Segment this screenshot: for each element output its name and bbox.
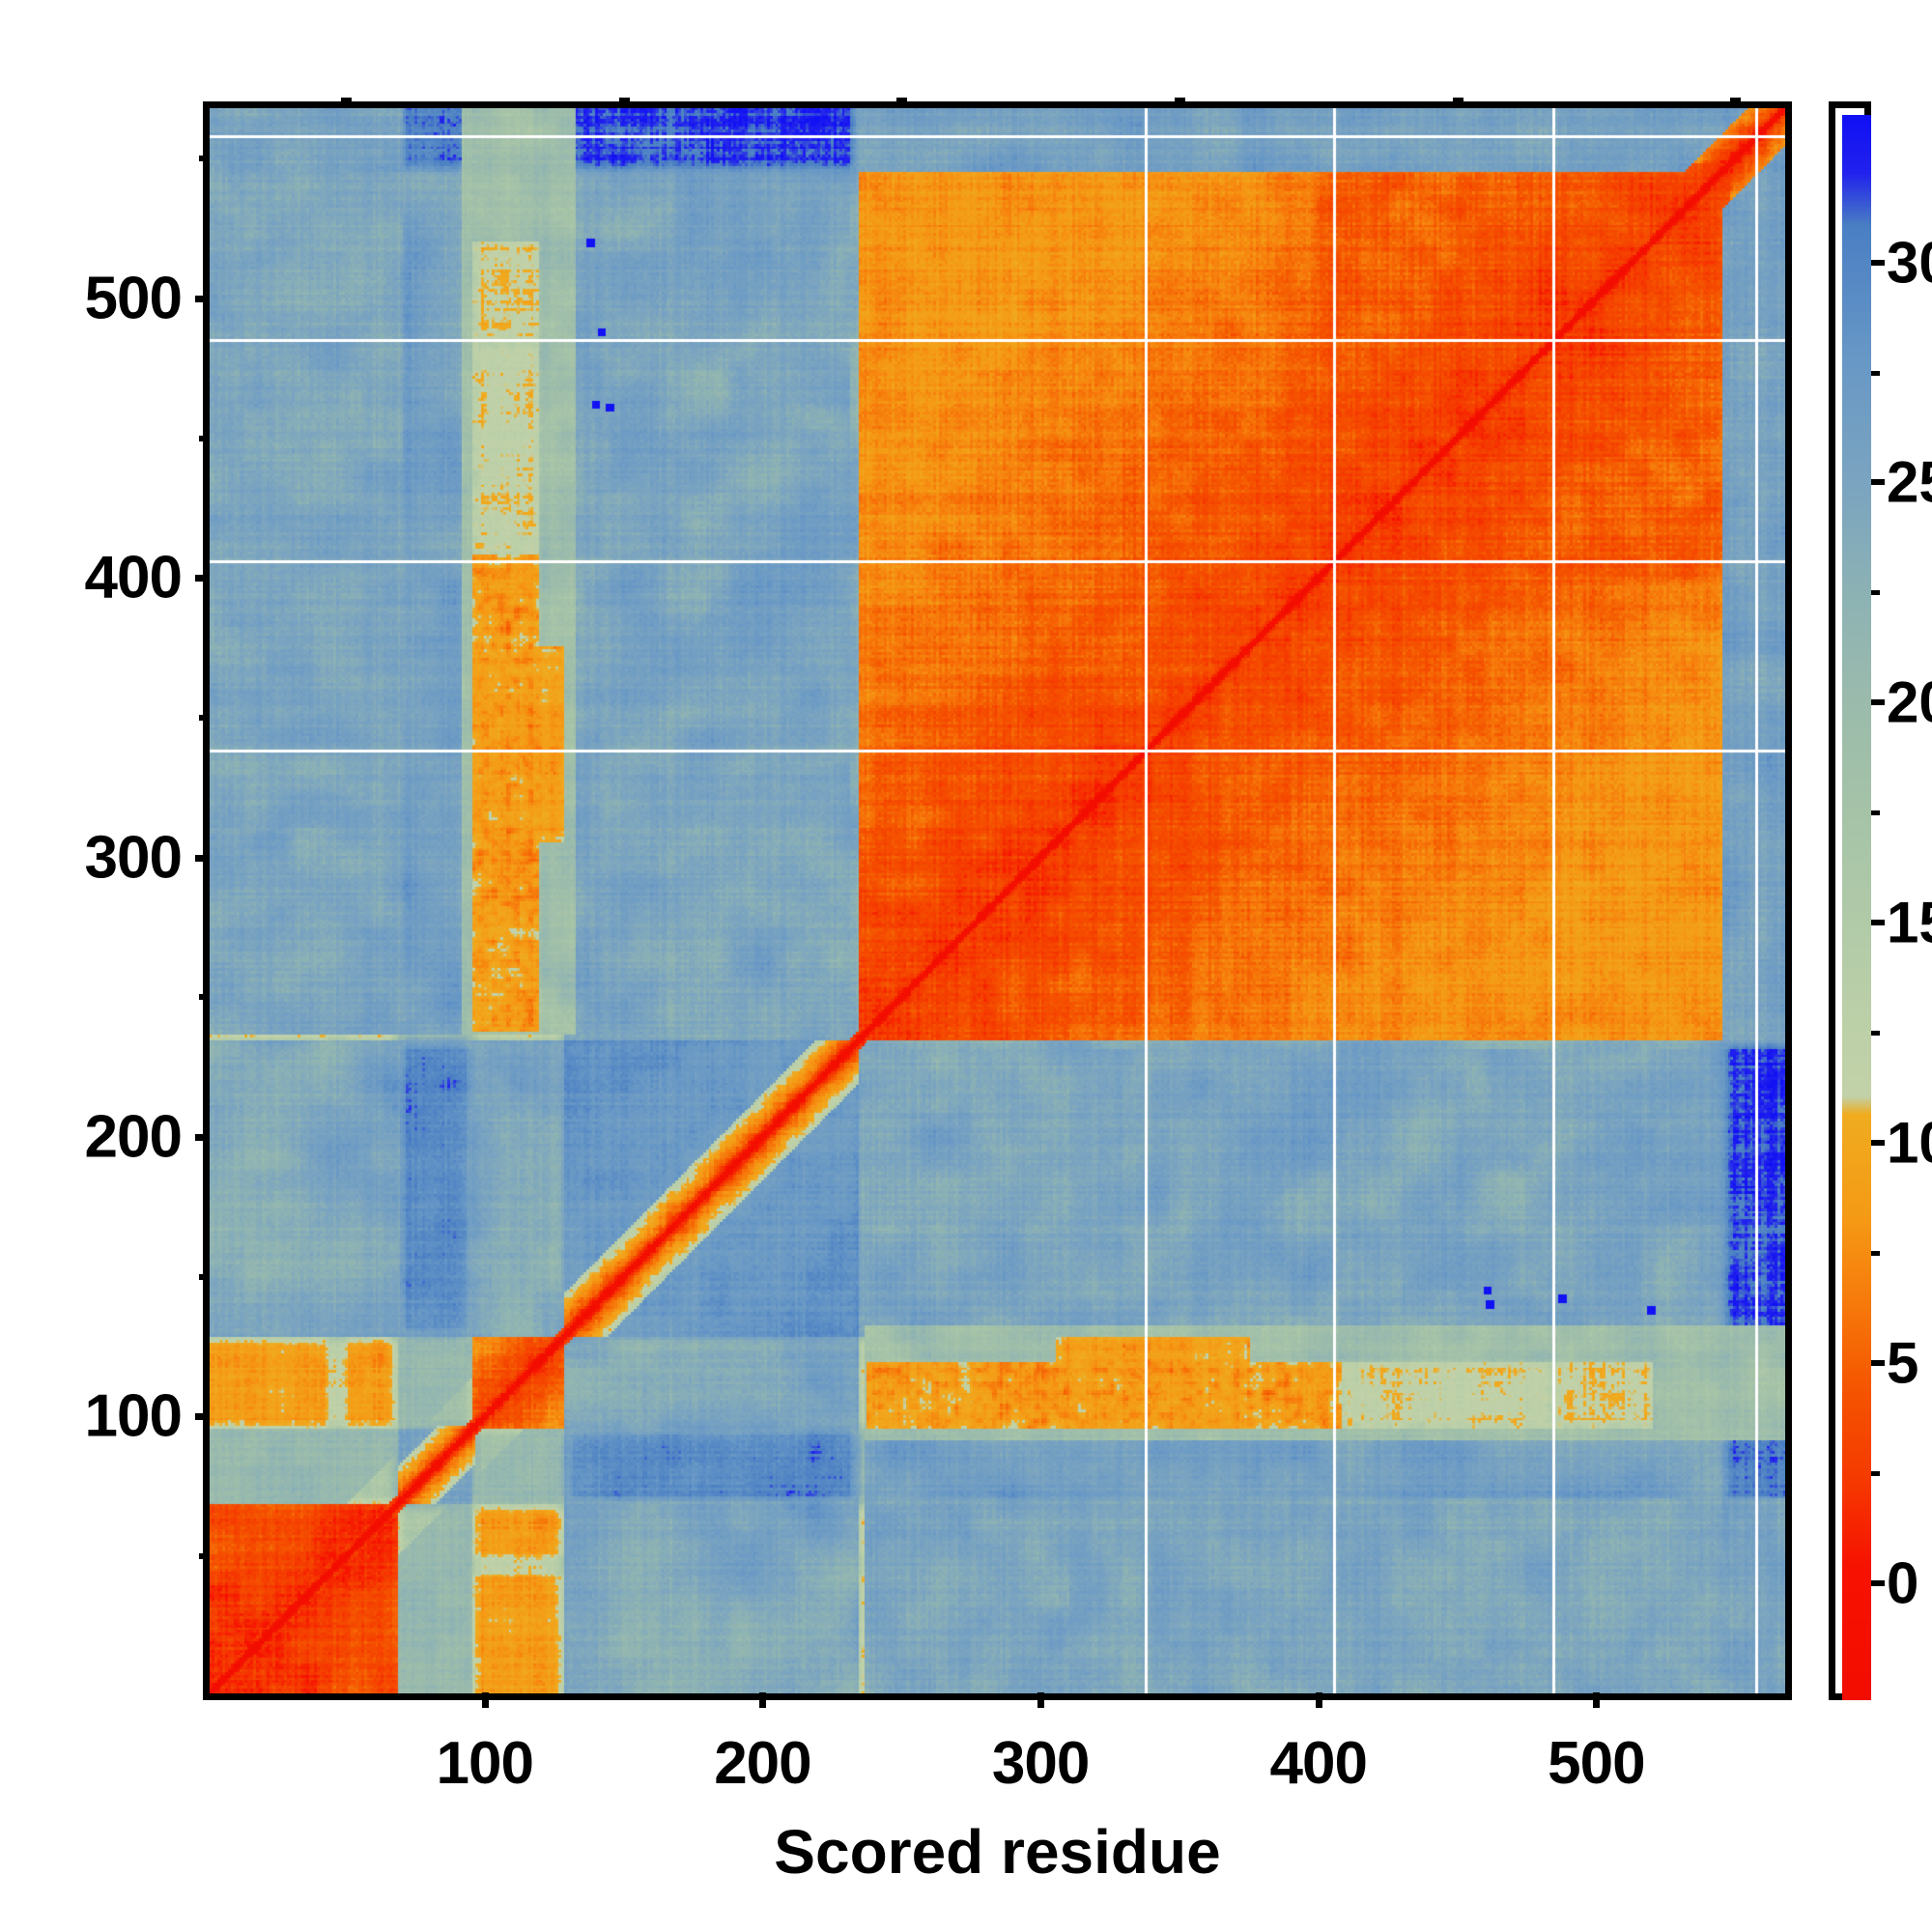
x-axis-title: Scored residue: [774, 1817, 1221, 1887]
heatmap-plot-area[interactable]: [203, 101, 1792, 1700]
y-axis-minor-tick: [199, 714, 210, 721]
colorbar-tick: [1871, 1140, 1885, 1147]
colorbar-tick: [1871, 259, 1885, 266]
y-axis-tick-label: 100: [84, 1382, 183, 1450]
x-axis-tick-label: 100: [436, 1730, 534, 1797]
y-axis-minor-tick: [199, 994, 210, 1001]
colorbar-frame: [1829, 101, 1871, 1700]
colorbar-tick-label: 15: [1887, 890, 1932, 955]
colorbar-tick-label: 25: [1887, 449, 1932, 515]
y-axis-tick-label: 200: [84, 1103, 183, 1171]
x-axis-tick-label: 400: [1269, 1730, 1368, 1797]
y-axis-tick-label: 400: [84, 544, 183, 611]
colorbar-tick: [1871, 699, 1885, 706]
colorbar[interactable]: 0 5 10 15 20 25 30: [1829, 101, 1932, 1700]
x-axis-tick-label: 500: [1548, 1730, 1645, 1797]
colorbar-minor-tick: [1871, 1471, 1880, 1477]
x-axis-minor-tick-top: [896, 98, 908, 108]
colorbar-minor-tick: [1871, 1251, 1880, 1257]
y-axis-minor-tick: [199, 156, 210, 162]
colorbar-minor-tick: [1871, 1031, 1880, 1037]
colorbar-minor-tick: [1871, 810, 1880, 816]
colorbar-minor-tick: [1871, 590, 1880, 596]
y-axis-tick: [195, 295, 210, 302]
heatmap-canvas[interactable]: [210, 108, 1785, 1693]
x-axis-minor-tick-top: [340, 98, 352, 108]
y-axis-minor-tick: [199, 435, 210, 441]
x-axis-tick: [1037, 1692, 1045, 1708]
y-axis-tick: [195, 854, 210, 862]
colorbar-minor-tick: [1871, 370, 1880, 376]
y-axis-tick-label: 300: [84, 824, 183, 892]
colorbar-tick-label: 10: [1887, 1110, 1932, 1176]
colorbar-tick-label: 30: [1887, 230, 1932, 296]
x-axis-minor-tick-top: [1730, 98, 1742, 108]
y-axis-minor-tick: [199, 1273, 210, 1280]
colorbar-tick: [1871, 479, 1885, 486]
y-axis-tick: [195, 1134, 210, 1142]
colorbar-tick-label: 0: [1887, 1550, 1919, 1616]
colorbar-tick: [1871, 1360, 1885, 1367]
x-axis-tick: [1315, 1692, 1322, 1708]
x-axis-minor-tick-top: [1174, 98, 1185, 108]
x-axis-tick: [759, 1692, 767, 1708]
colorbar-tick-label: 20: [1887, 669, 1932, 735]
colorbar-tick-label: 5: [1887, 1330, 1919, 1396]
y-axis-tick: [195, 1413, 210, 1421]
x-axis-tick: [481, 1692, 489, 1708]
x-axis-minor-tick-top: [1452, 98, 1463, 108]
x-axis-minor-tick-top: [618, 98, 630, 108]
x-axis-tick-label: 200: [714, 1730, 811, 1797]
x-axis-tick-label: 300: [991, 1730, 1090, 1797]
y-axis-tick-label: 500: [84, 265, 183, 332]
colorbar-tick: [1871, 920, 1885, 926]
colorbar-tick: [1871, 1580, 1885, 1587]
y-axis-tick: [195, 575, 210, 582]
y-axis-minor-tick: [199, 1553, 210, 1560]
colorbar-gradient: [1842, 115, 1871, 1700]
x-axis-tick: [1593, 1692, 1601, 1708]
